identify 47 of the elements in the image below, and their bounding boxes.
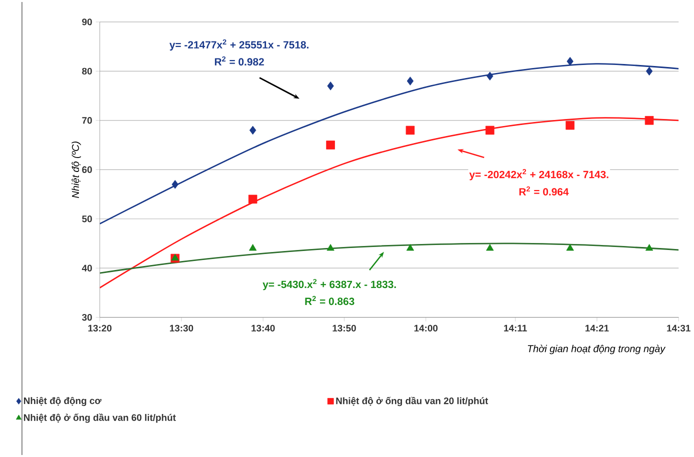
point: [327, 82, 334, 90]
point: [486, 244, 494, 251]
point: [249, 126, 256, 135]
y-tick-label: 40: [82, 264, 92, 272]
annotation: y= -21477x$^{2}$ + 25551x - 7518.: [169, 39, 308, 51]
x-tick-label: 14:21: [585, 324, 609, 332]
x-tick-label: 14:11: [504, 324, 527, 332]
point: [326, 140, 335, 150]
line-series: [100, 242, 679, 274]
annotation: R$^{2}$ = 0.982: [214, 56, 264, 66]
annotation: y= -5430.x$^{2}$ + 6387.x - 1833.: [262, 278, 396, 290]
point: [645, 244, 654, 251]
x-axis-title: Thời gian hoạt động trong ngày: [528, 344, 666, 354]
point: [566, 56, 574, 66]
point: [406, 244, 414, 251]
point: [326, 244, 334, 251]
point: [406, 76, 414, 86]
annotation: R$^{2}$ = 0.964: [519, 186, 569, 196]
point: [172, 180, 178, 189]
x-tick-label: 13:30: [170, 324, 194, 332]
point: [566, 244, 574, 251]
y-tick-label: 30: [82, 314, 92, 321]
x-tick-label: 13:50: [332, 324, 356, 332]
y-tick-label: 70: [82, 117, 92, 124]
y-tick-label: 60: [82, 166, 92, 173]
annotation: y= -20242x$^{2}$ + 24168x - 7143.: [469, 169, 608, 180]
line-series: [100, 117, 679, 288]
legend-label: Nhiệt độ ở ống dầu van 20 lit/phút: [336, 396, 488, 406]
legend-label: Nhiệt độ ở ống dầu van 60 lit/phút: [24, 414, 176, 423]
point: [406, 126, 415, 135]
x-tick-label: 13:40: [252, 324, 275, 332]
point: [644, 116, 654, 125]
legend-label: Nhiệt độ động cơ: [24, 396, 102, 406]
annotation: R$^{2}$ = 0.863: [305, 296, 354, 306]
y-tick-label: 80: [82, 68, 92, 75]
y-tick-label: 90: [82, 18, 92, 26]
y-axis-title: Nhiệt độ (ºC): [72, 142, 81, 198]
point: [248, 244, 257, 251]
x-tick-label: 14:31: [667, 324, 690, 332]
point: [646, 66, 653, 76]
point: [486, 72, 494, 80]
x-tick-label: 13:20: [88, 324, 112, 332]
point: [486, 126, 494, 135]
point: [566, 120, 574, 130]
point: [248, 194, 258, 204]
y-tick-label: 50: [82, 216, 92, 222]
x-tick-label: 14:00: [414, 324, 438, 332]
